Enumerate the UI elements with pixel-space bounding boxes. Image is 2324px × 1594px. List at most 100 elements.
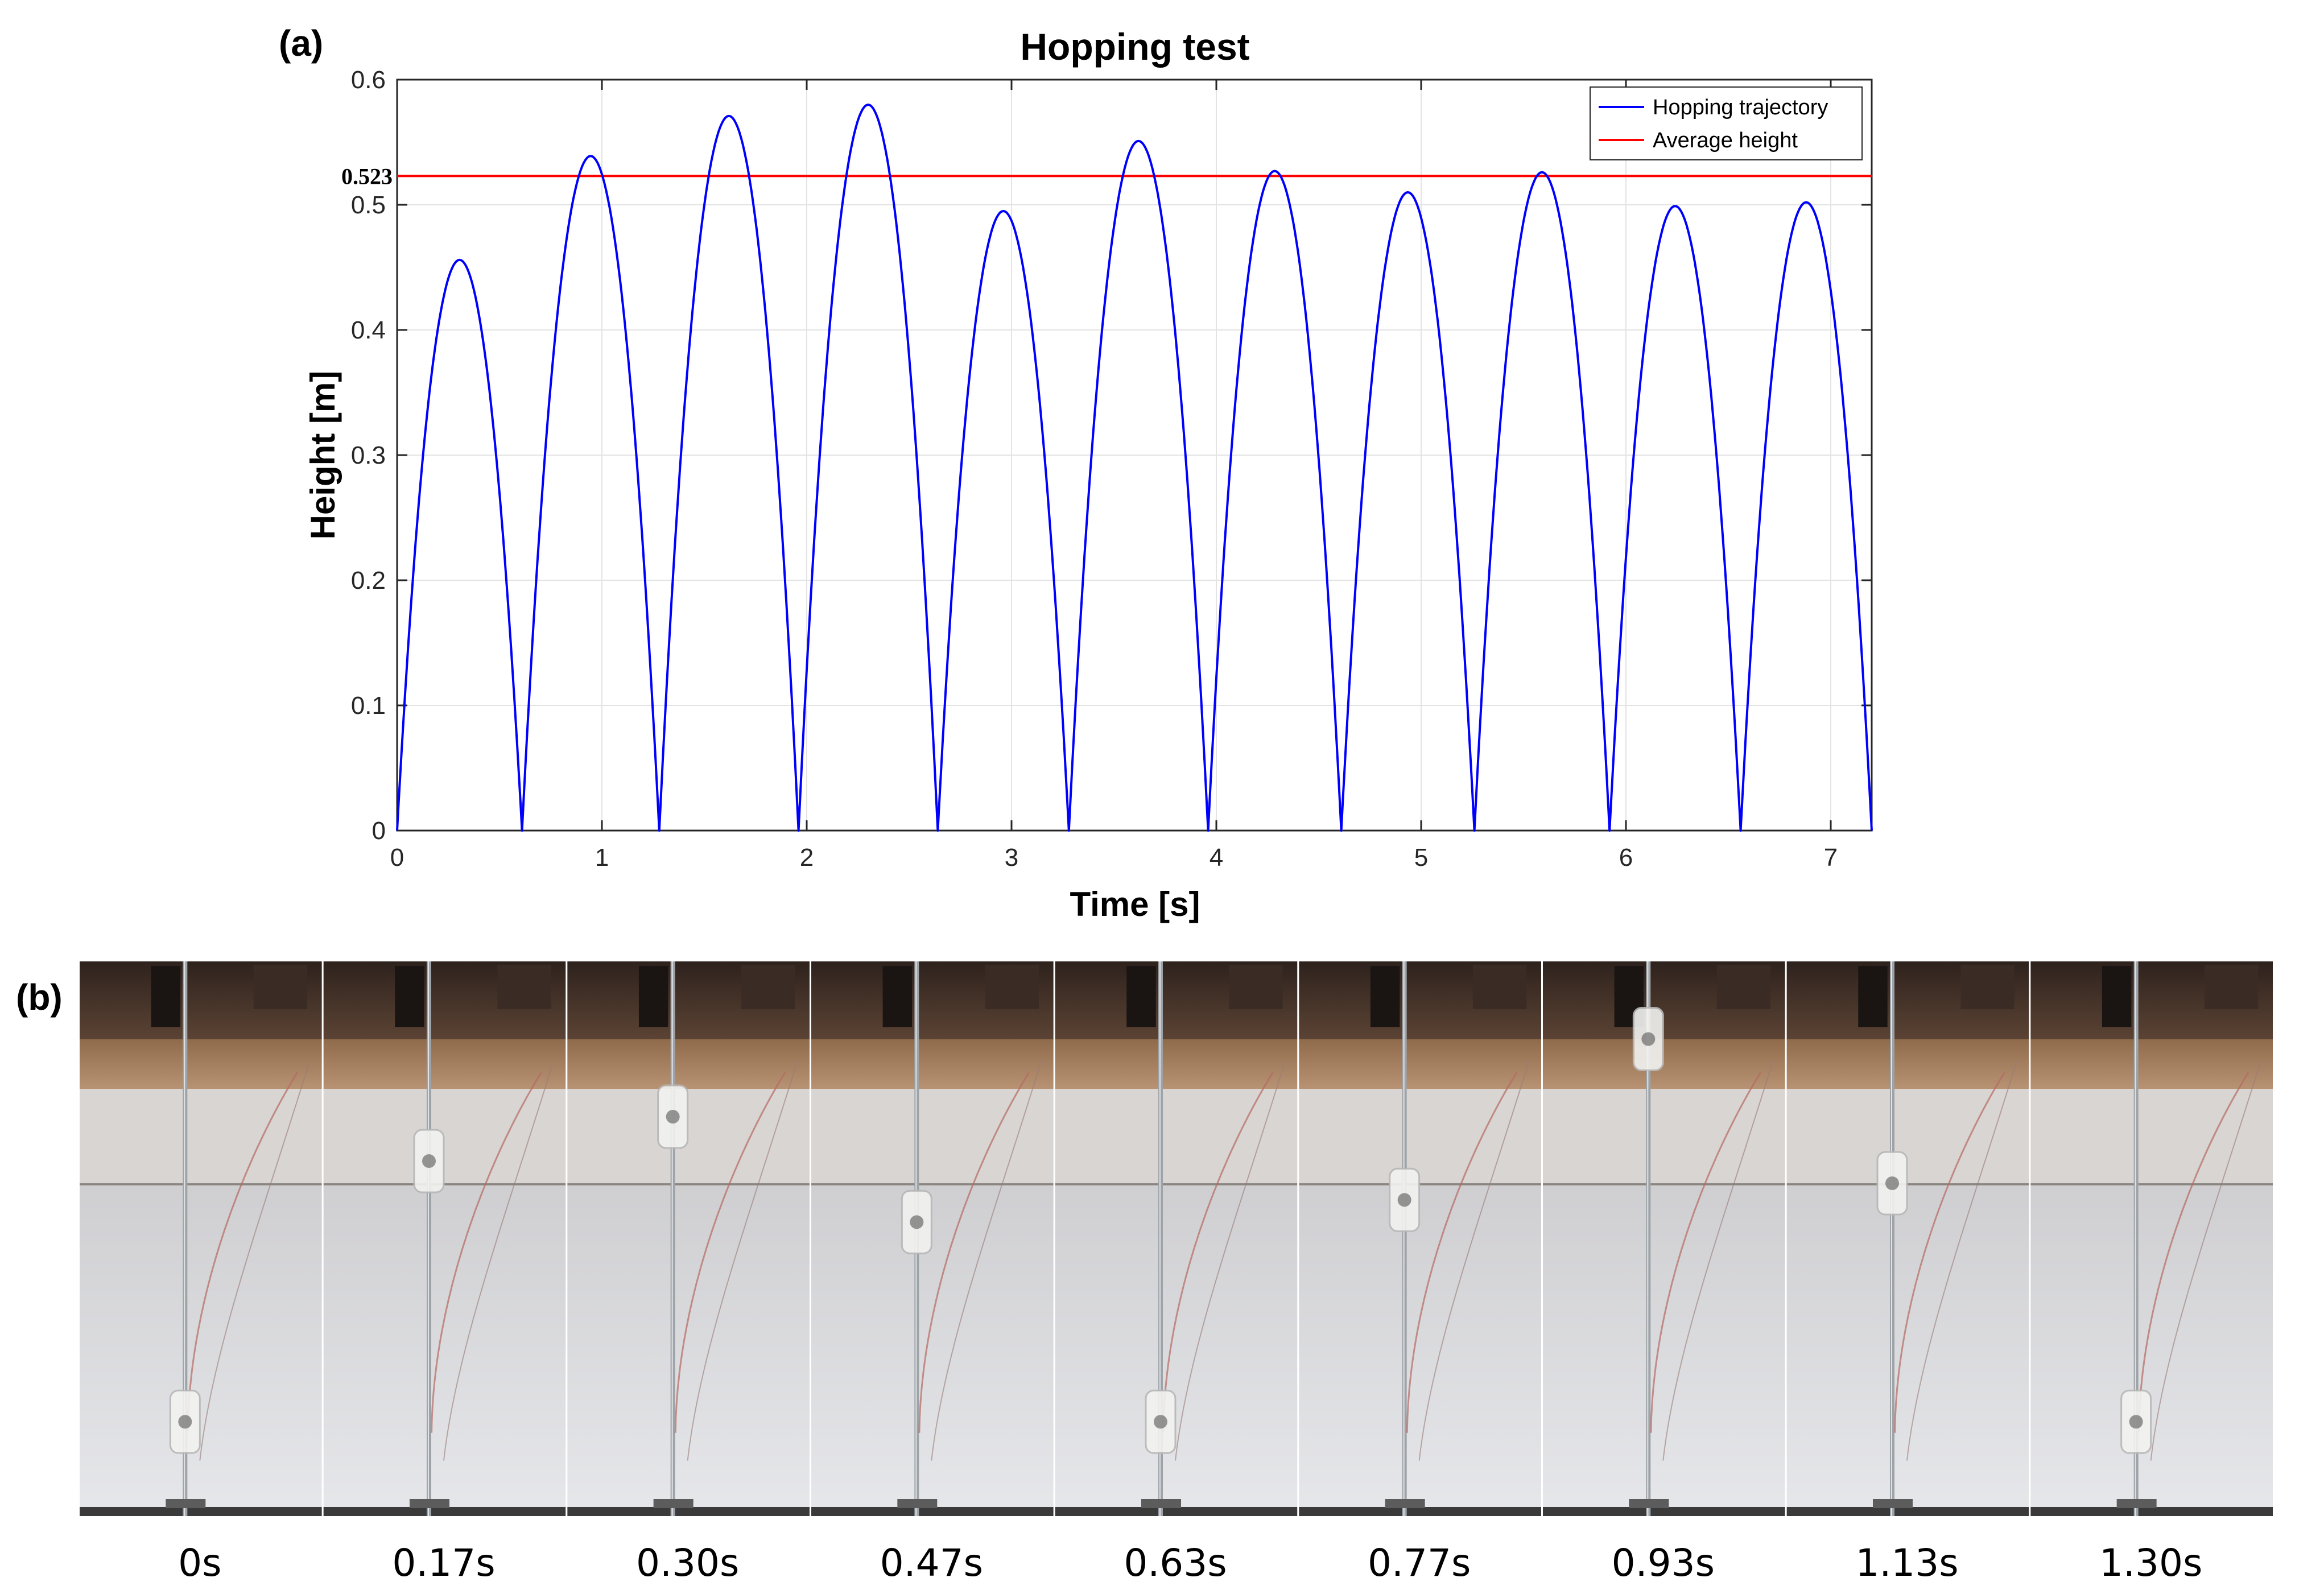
frame-wire [931, 1061, 1042, 1461]
frame-time-label: 0.17s [392, 1541, 495, 1585]
frame-guide-rod-highlight [2135, 961, 2136, 1516]
frame-floor [78, 1507, 322, 1516]
hopping-robot-joint [1641, 1032, 1656, 1046]
chart-title: Hopping test [1020, 26, 1249, 68]
frame-wall-line [810, 1183, 1054, 1186]
frame-wire [1906, 1061, 2017, 1461]
frame-shelf [1297, 1039, 1541, 1089]
y-tick-label: 0.3 [351, 441, 386, 469]
frame-floor [565, 1507, 810, 1516]
hopping-robot-joint [1153, 1415, 1167, 1429]
frame-equipment [882, 966, 913, 1027]
frame-guide-rod-highlight [1159, 961, 1161, 1516]
frame-equipment [1126, 966, 1156, 1027]
frame-separator [1541, 961, 1543, 1516]
frame-separator [810, 961, 811, 1516]
y-axis-label: Height [m] [304, 371, 342, 540]
x-axis-label: Time [s] [1070, 885, 1200, 923]
frame-wire [1650, 1072, 1762, 1433]
frame-equipment [2102, 966, 2132, 1027]
frame-time-label: 0.63s [1124, 1541, 1227, 1585]
frame-wire [431, 1072, 542, 1433]
frame-wire [687, 1061, 798, 1461]
frame-wire [674, 1072, 786, 1433]
frame-equipment [1716, 965, 1770, 1009]
frame-separator [1297, 961, 1299, 1516]
frame-lower-wall [1297, 1186, 1541, 1516]
frame-rod-base [409, 1499, 449, 1508]
frame-shelf [565, 1039, 810, 1089]
frame-wire [199, 1061, 311, 1461]
frame-separator [565, 961, 568, 1516]
frame-equipment [1960, 965, 2015, 1009]
frame-lower-wall [1053, 1186, 1298, 1516]
y-tick-label: 0.4 [351, 316, 386, 344]
hopping-robot-joint [666, 1110, 680, 1124]
y-tick-label: 0 [372, 817, 386, 845]
frame-time-label: 1.30s [2099, 1541, 2202, 1585]
frame-time-label: 0.30s [636, 1541, 739, 1585]
photo-frame [1053, 961, 1298, 1516]
frame-equipment [151, 966, 181, 1027]
hopping-robot-joint [2129, 1415, 2143, 1429]
frame-floor [810, 1507, 1054, 1516]
frame-guide-rod-highlight [1890, 961, 1892, 1516]
frame-floor [1297, 1507, 1541, 1516]
frame-wall-line [2029, 1183, 2273, 1186]
panel-b-label: (b) [16, 977, 63, 1018]
frame-wall-line [78, 1183, 322, 1186]
hopping-robot-joint [178, 1415, 192, 1429]
frame-wire [443, 1061, 554, 1461]
hopping-trajectory-line [396, 104, 1873, 832]
frame-wire [2150, 1061, 2261, 1461]
frame-time-label: 0.77s [1368, 1541, 1471, 1585]
frame-lower-wall [2029, 1186, 2273, 1516]
x-tick-label: 7 [1824, 844, 1838, 872]
chart-grid [397, 79, 1872, 831]
frame-wire [1175, 1061, 1286, 1461]
frame-upper-wall [78, 1089, 322, 1183]
frame-time-labels: 0s 0.17s 0.30s 0.47s 0.63s 0.77s 0.93s 1.13s 1.3… [178, 1541, 2202, 1585]
frame-rod-base [166, 1499, 206, 1508]
chart-series [396, 104, 1873, 832]
frame-shelf [321, 1039, 566, 1089]
frame-time-label: 0.93s [1612, 1541, 1715, 1585]
frame-wall-line [1053, 1183, 1298, 1186]
photo-frame [78, 961, 322, 1516]
frame-guide-rod-highlight [671, 961, 673, 1516]
frame-upper-wall [2029, 1089, 2273, 1183]
photo-frame [1785, 961, 2029, 1516]
frame-time-label: 1.13s [1855, 1541, 1958, 1585]
frame-lower-wall [1541, 1186, 1785, 1516]
y-axis-ticks: 0 0.1 0.2 0.3 0.4 0.5 0.6 [351, 66, 1872, 845]
frame-equipment [1472, 965, 1527, 1009]
average-value-annotation: 0.523 [341, 163, 393, 189]
frame-equipment [2204, 965, 2259, 1009]
frame-equipment [497, 965, 551, 1009]
hopping-robot-joint [422, 1154, 436, 1168]
frame-upper-wall [1541, 1089, 1785, 1183]
photo-frame [1297, 961, 1541, 1516]
frame-shelf [1053, 1039, 1298, 1089]
x-axis-ticks: 0 1 2 3 4 5 6 7 [390, 80, 1838, 872]
frame-lower-wall [78, 1186, 322, 1516]
frame-separator [1053, 961, 1055, 1516]
chart-legend: Hopping trajectory Average height [1590, 86, 1863, 160]
frame-wire [1418, 1061, 1530, 1461]
photo-frame [2029, 961, 2273, 1516]
legend-box [1590, 86, 1863, 160]
frame-guide-rod-highlight [1403, 961, 1405, 1516]
frame-equipment [253, 965, 307, 1009]
frame-shelf [2029, 1039, 2273, 1089]
hopping-chart: Hopping test 0 0.1 0.2 0.3 0.4 0.5 0.6 0 1 2 3 4 5 6… [304, 26, 1873, 923]
frame-equipment [985, 965, 1039, 1009]
frame-shelf [810, 1039, 1054, 1089]
frame-guide-rod-highlight [1647, 961, 1649, 1516]
frame-equipment [1858, 966, 1888, 1027]
frame-rod-base [1872, 1499, 1913, 1508]
photo-filmstrip [78, 961, 2273, 1516]
frame-guide-rod-highlight [427, 961, 429, 1516]
frame-rod-base [1385, 1499, 1425, 1508]
x-tick-label: 6 [1619, 844, 1633, 872]
frame-upper-wall [1297, 1089, 1541, 1183]
